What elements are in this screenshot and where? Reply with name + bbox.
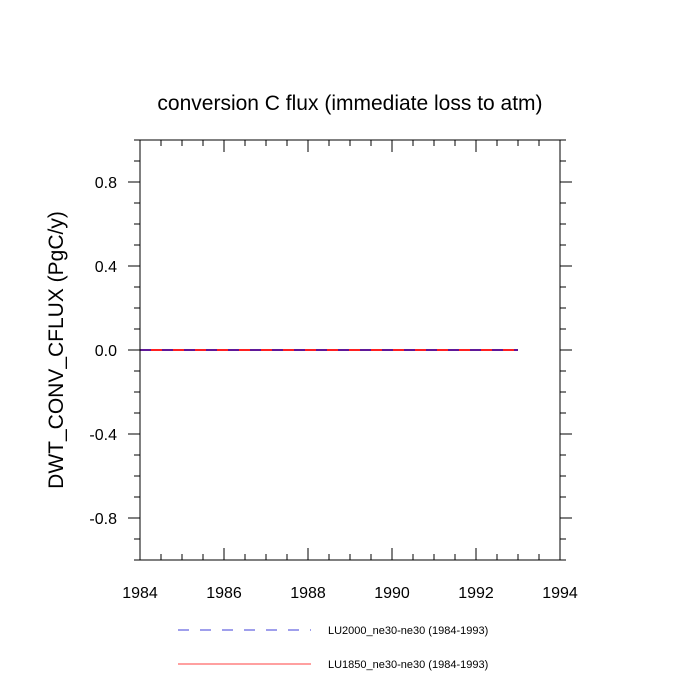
y-tick-label: -0.4 [89, 427, 117, 444]
x-tick-label: 1990 [374, 585, 410, 602]
legend: LU2000_ne30-ne30 (1984-1993) LU1850_ne30-… [178, 625, 488, 671]
y-tick-label: 0.0 [95, 343, 117, 360]
x-tick-label: 1986 [206, 585, 242, 602]
x-tick-label: 1984 [122, 585, 158, 602]
legend-label-1: LU2000_ne30-ne30 (1984-1993) [328, 625, 488, 637]
y-tick-label: 0.4 [95, 259, 117, 276]
x-tick-label: 1994 [542, 585, 578, 602]
ticks-layer: 1984 1986 1988 1990 1992 1994 -0.8 -0.4 0.0 0.4 0.… [89, 139, 578, 602]
chart-title: conversion C flux (immediate loss to atm… [157, 92, 542, 115]
x-tick-label: 1992 [458, 585, 494, 602]
legend-label-2: LU1850_ne30-ne30 (1984-1993) [328, 659, 488, 671]
y-axis-label: DWT_CONV_CFLUX (PgC/y) [45, 211, 68, 489]
x-tick-label: 1988 [290, 585, 326, 602]
y-tick-label: 0.8 [95, 175, 117, 192]
y-tick-label: -0.8 [89, 511, 117, 528]
